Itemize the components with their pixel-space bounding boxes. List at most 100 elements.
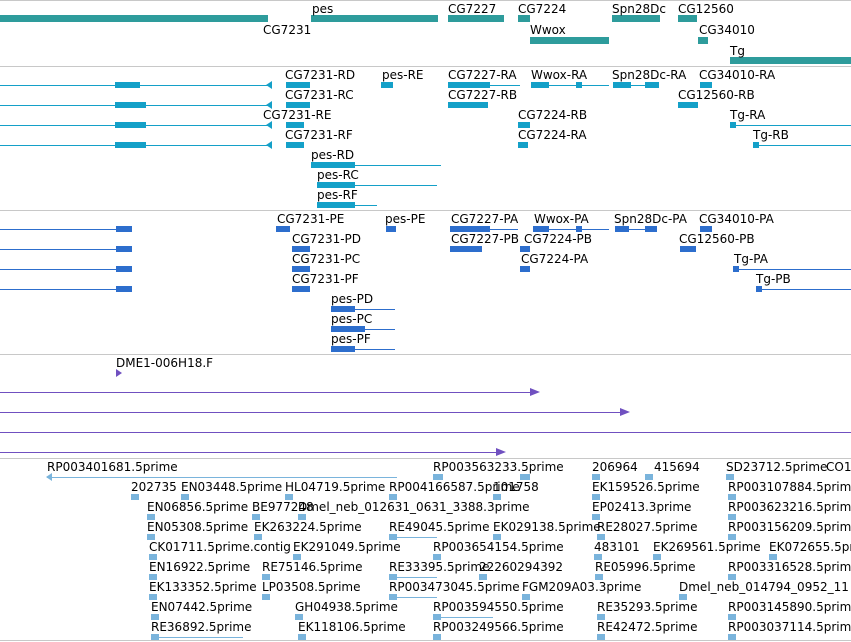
est-label[interactable]: RP003473045.5prime: [389, 580, 520, 594]
est-label[interactable]: EN07442.5prime: [151, 600, 253, 614]
exon-block[interactable]: [292, 246, 310, 252]
est-glyph[interactable]: [726, 474, 734, 480]
gene-glyph[interactable]: [448, 15, 504, 22]
exon-block[interactable]: [286, 142, 304, 148]
exon-block[interactable]: [520, 266, 530, 272]
gene-label[interactable]: CG12560: [678, 2, 734, 16]
est-glyph[interactable]: [293, 554, 301, 560]
transcript-line[interactable]: [615, 229, 657, 230]
transcript-label[interactable]: CG7224-RB: [518, 108, 588, 122]
est-label[interactable]: RE75146.5prime: [262, 560, 363, 574]
est-glyph[interactable]: [389, 577, 437, 578]
est-glyph[interactable]: [592, 514, 600, 520]
gene-label[interactable]: CG7224: [518, 2, 567, 16]
exon-block[interactable]: [115, 102, 146, 108]
est-label[interactable]: 415694: [654, 460, 700, 474]
transcript-label[interactable]: CG7231-RE: [263, 108, 332, 122]
est-label[interactable]: RP003156209.5prime: [728, 520, 851, 534]
est-glyph[interactable]: [479, 574, 487, 580]
transcript-line[interactable]: [317, 185, 437, 186]
exon-block[interactable]: [518, 142, 528, 148]
exon-block[interactable]: [292, 266, 310, 272]
exon-block[interactable]: [331, 326, 365, 332]
est-glyph[interactable]: [728, 574, 736, 580]
transcript-label[interactable]: Wwox-PA: [534, 212, 589, 226]
est-label[interactable]: 101758: [493, 480, 539, 494]
gene-glyph[interactable]: [730, 57, 851, 64]
est-label[interactable]: EK269561.5prime: [653, 540, 761, 554]
est-glyph[interactable]: [254, 534, 262, 540]
transcript-label[interactable]: pes-RE: [382, 68, 424, 82]
est-label[interactable]: EK133352.5prime: [149, 580, 257, 594]
est-glyph[interactable]: [149, 554, 157, 560]
est-label[interactable]: CK01711.5prime.contig: [149, 540, 291, 554]
est-label[interactable]: EK072655.5prime: [769, 540, 851, 554]
exon-block[interactable]: [115, 122, 146, 128]
exon-block[interactable]: [645, 82, 659, 88]
est-label[interactable]: SD23712.5prime: [726, 460, 828, 474]
est-label[interactable]: EK263224.5prime: [254, 520, 362, 534]
gene-label[interactable]: Wwox: [530, 23, 566, 37]
transcript-label[interactable]: pes-PF: [331, 332, 371, 346]
est-glyph[interactable]: [433, 617, 493, 618]
exon-block[interactable]: [311, 162, 355, 168]
exon-block[interactable]: [317, 182, 355, 188]
transcript-label[interactable]: Spn28Dc-RA: [612, 68, 687, 82]
est-glyph[interactable]: [389, 574, 397, 580]
est-label[interactable]: 22260294392: [479, 560, 563, 574]
est-label[interactable]: RP004166587.5prime: [389, 480, 520, 494]
transcript-line[interactable]: [730, 125, 851, 126]
transcript-label[interactable]: CG7227-PB: [451, 232, 520, 246]
est-glyph[interactable]: [592, 494, 600, 500]
est-glyph[interactable]: [147, 514, 155, 520]
est-label[interactable]: Dmel_neb_014794_0952_11: [679, 580, 849, 594]
est-glyph[interactable]: [595, 574, 603, 580]
transcript-label[interactable]: CG7231-PC: [292, 252, 361, 266]
exon-block[interactable]: [115, 142, 146, 148]
est-glyph[interactable]: [47, 477, 397, 478]
exon-block[interactable]: [756, 286, 762, 292]
est-label[interactable]: RE36892.5prime: [151, 620, 252, 634]
est-label[interactable]: RE49045.5prime: [389, 520, 490, 534]
exon-block[interactable]: [116, 226, 132, 232]
est-glyph[interactable]: [597, 534, 605, 540]
est-label[interactable]: RP003623216.5prime: [728, 500, 851, 514]
est-glyph[interactable]: [295, 614, 303, 620]
est-glyph[interactable]: [493, 534, 501, 540]
gene-glyph[interactable]: [530, 37, 609, 44]
transcript-label[interactable]: pes-PC: [331, 312, 373, 326]
est-glyph[interactable]: [433, 554, 441, 560]
transcript-line[interactable]: [0, 249, 132, 250]
est-glyph[interactable]: [522, 594, 530, 600]
gene-label[interactable]: Spn28Dc: [612, 2, 666, 16]
exon-block[interactable]: [700, 82, 712, 88]
exon-block[interactable]: [286, 102, 310, 108]
clone-glyph[interactable]: [620, 408, 630, 416]
transcript-label[interactable]: CG7231-PF: [292, 272, 359, 286]
est-glyph[interactable]: [252, 514, 260, 520]
est-label[interactable]: BE977248: [252, 500, 314, 514]
transcript-line[interactable]: [0, 229, 132, 230]
transcript-label[interactable]: pes-PE: [385, 212, 426, 226]
exon-block[interactable]: [518, 122, 530, 128]
transcript-label[interactable]: CG7224-PA: [521, 252, 589, 266]
gene-label[interactable]: CG34010: [699, 23, 755, 37]
transcript-label[interactable]: Tg-RA: [730, 108, 766, 122]
est-glyph[interactable]: [728, 634, 736, 640]
transcript-label[interactable]: Tg-PA: [734, 252, 768, 266]
gene-glyph[interactable]: [311, 15, 438, 22]
est-glyph[interactable]: [493, 494, 501, 500]
transcript-label[interactable]: CG7231-PE: [277, 212, 345, 226]
exon-block[interactable]: [331, 306, 355, 312]
est-label[interactable]: 483101: [594, 540, 640, 554]
exon-block[interactable]: [286, 82, 310, 88]
exon-block[interactable]: [753, 142, 759, 148]
est-label[interactable]: EP02413.3prime: [592, 500, 692, 514]
est-label[interactable]: EK118106.5prime: [298, 620, 406, 634]
est-label[interactable]: RE33395.5prime: [389, 560, 490, 574]
est-glyph[interactable]: [149, 574, 157, 580]
transcript-label[interactable]: pes-PD: [331, 292, 374, 306]
est-glyph[interactable]: [151, 634, 159, 640]
est-glyph[interactable]: [433, 634, 441, 640]
transcript-line[interactable]: [450, 229, 518, 230]
